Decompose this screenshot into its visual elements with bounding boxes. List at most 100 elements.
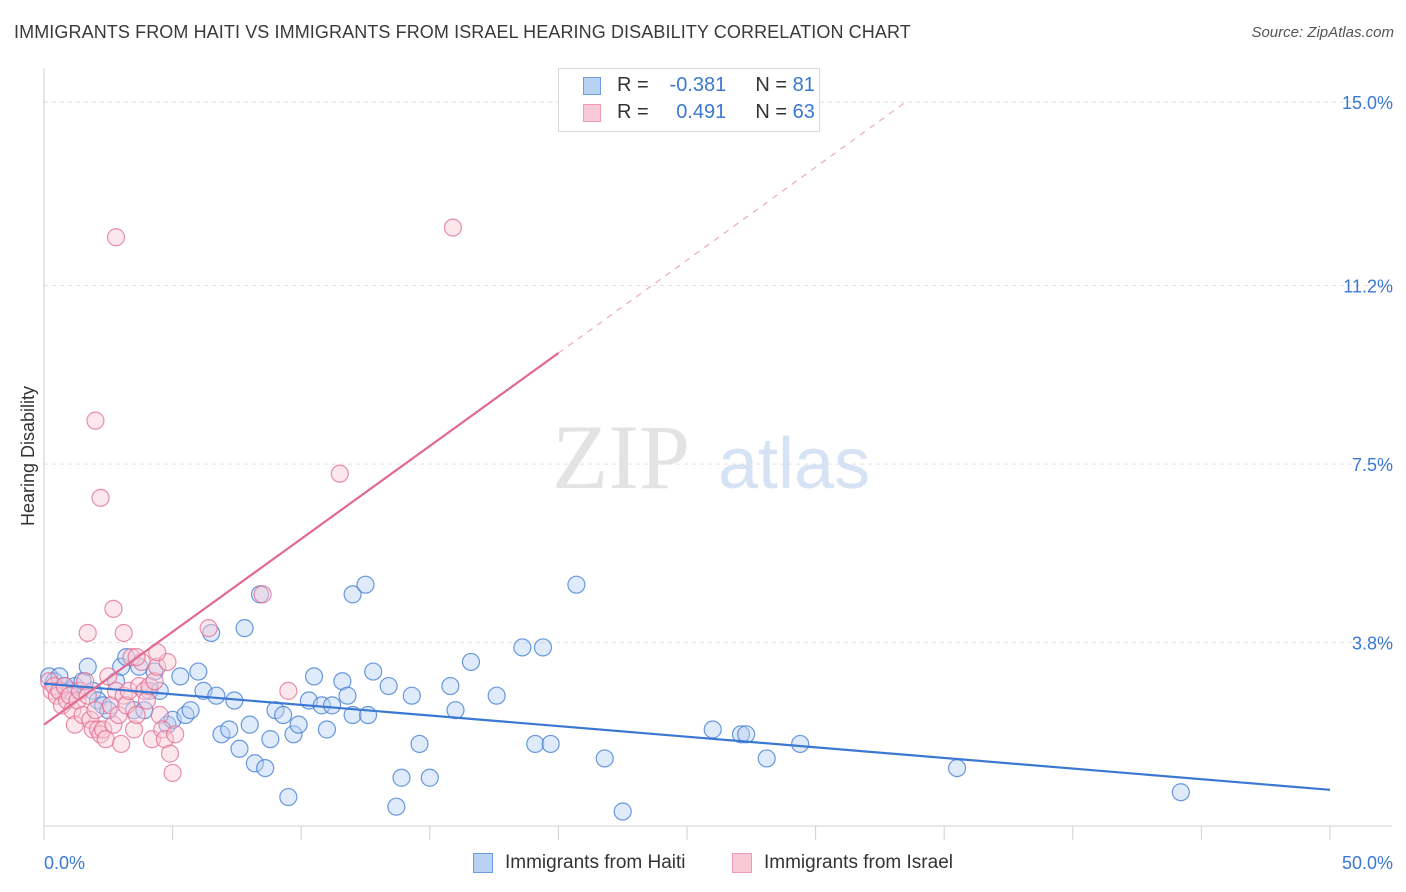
- haiti-point: [731, 725, 751, 744]
- haiti-point: [541, 734, 560, 754]
- israel-point: [76, 672, 95, 691]
- haiti-trend-line: [43, 682, 1331, 791]
- israel-point: [155, 730, 174, 749]
- haiti-point: [410, 734, 429, 754]
- y-tick-label: 15.0%: [1342, 93, 1393, 113]
- haiti-point: [343, 585, 362, 604]
- haiti-point: [279, 787, 298, 807]
- israel-point: [109, 705, 128, 725]
- grid: [44, 101, 1392, 644]
- israel-point: [86, 411, 105, 430]
- israel-point: [124, 720, 144, 739]
- israel-point: [112, 734, 131, 754]
- trend-lines: [43, 101, 1331, 791]
- series-israel-points: [40, 218, 463, 783]
- israel-point: [114, 623, 133, 643]
- haiti-point: [289, 715, 308, 734]
- israel-point: [330, 464, 349, 483]
- haiti-point: [1171, 783, 1190, 802]
- israel-point: [122, 647, 141, 667]
- haiti-point: [274, 705, 293, 725]
- legend-n-label: N =: [755, 101, 788, 123]
- israel-point: [50, 681, 69, 700]
- haiti-point: [171, 667, 190, 686]
- israel-point: [443, 218, 463, 237]
- source-label: Source: ZipAtlas.com: [1251, 24, 1394, 41]
- haiti-point: [387, 797, 406, 816]
- israel-point: [86, 701, 105, 720]
- haiti-point: [737, 725, 756, 744]
- israel-point: [253, 585, 272, 604]
- haiti-point: [207, 686, 226, 705]
- israel-point: [199, 619, 218, 638]
- axis-labels: 3.8% 7.5% 11.2% 15.0% 0.0% 50.0% Hearing Disab…: [18, 93, 1393, 873]
- y-axis-title: Hearing Disability: [18, 386, 38, 526]
- haiti-point: [256, 758, 275, 778]
- israel-point: [140, 676, 159, 696]
- haiti-point: [526, 734, 545, 754]
- haiti-point: [322, 696, 342, 715]
- axes: [43, 68, 1392, 827]
- israel-point: [91, 725, 110, 744]
- israel-trend-extension: [558, 101, 906, 354]
- watermark: ZIP atlas: [552, 406, 870, 508]
- israel-trend-line: [43, 352, 560, 726]
- correlation-legend: R = -0.381 N = 81 R = 0.491 N = 63: [558, 68, 820, 132]
- israel-point: [78, 623, 97, 643]
- y-tick-label: 11.2%: [1343, 277, 1393, 297]
- haiti-point: [261, 730, 280, 749]
- haiti-point: [181, 701, 200, 720]
- haiti-point: [513, 638, 532, 657]
- haiti-point: [791, 734, 810, 754]
- legend-r-value: 0.491: [676, 101, 727, 123]
- israel-point: [160, 744, 180, 763]
- y-tick-label: 3.8%: [1352, 634, 1393, 654]
- haiti-point: [317, 720, 337, 739]
- haiti-point: [487, 686, 506, 705]
- haiti-point: [613, 802, 632, 821]
- haiti-point: [379, 676, 398, 696]
- haiti-point: [158, 715, 177, 734]
- israel-point: [104, 599, 123, 618]
- haiti-point: [189, 662, 208, 681]
- haiti-point: [567, 575, 586, 594]
- legend-swatch-haiti: [583, 77, 601, 95]
- haiti-point: [150, 681, 169, 700]
- haiti-point: [364, 662, 383, 681]
- legend-r-label: R =: [617, 101, 649, 123]
- chart-title: IMMIGRANTS FROM HAITI VS IMMIGRANTS FROM…: [14, 22, 911, 42]
- haiti-point: [461, 652, 481, 672]
- legend-swatch-israel: [583, 104, 601, 122]
- series-haiti-points: [40, 575, 1190, 821]
- haiti-point: [356, 575, 375, 594]
- haiti-point: [284, 725, 303, 744]
- series-legend: Immigrants from Haiti Immigrants from Is…: [0, 850, 1406, 878]
- haiti-point: [245, 754, 265, 773]
- haiti-point: [338, 686, 357, 705]
- haiti-point: [235, 619, 254, 638]
- haiti-point: [202, 623, 221, 643]
- israel-point: [91, 488, 110, 507]
- israel-point: [150, 705, 169, 725]
- haiti-point: [420, 768, 439, 787]
- israel-point: [127, 705, 146, 725]
- haiti-point: [333, 672, 352, 691]
- israel-point: [106, 228, 126, 247]
- israel-point: [145, 672, 164, 691]
- legend-n-label: N =: [755, 74, 788, 96]
- legend-r-label: R =: [617, 74, 649, 96]
- haiti-point: [441, 676, 460, 696]
- haiti-point: [304, 667, 324, 686]
- israel-point: [279, 681, 298, 700]
- haiti-point: [78, 657, 97, 676]
- legend-r-value: -0.381: [669, 74, 727, 96]
- legend-label-haiti: Immigrants from Haiti: [505, 852, 686, 873]
- haiti-point: [392, 768, 411, 787]
- israel-point: [47, 686, 66, 705]
- haiti-point: [343, 705, 362, 725]
- haiti-point: [240, 715, 259, 734]
- x-tick-label: 0.0%: [44, 853, 85, 873]
- israel-point: [101, 696, 120, 715]
- haiti-point: [176, 705, 195, 725]
